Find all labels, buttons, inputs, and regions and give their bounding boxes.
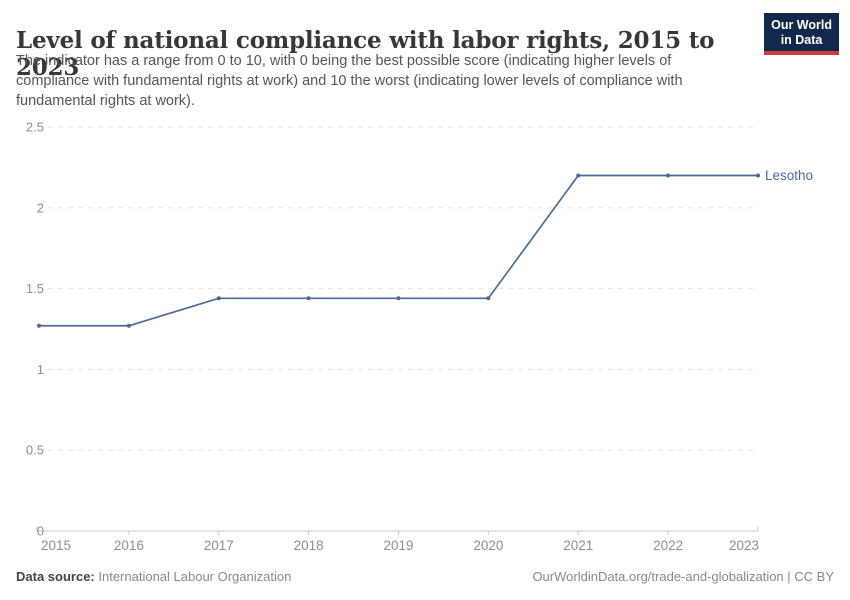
subtitle-line: compliance with fundamental rights at wo… — [16, 73, 683, 89]
x-axis-tick-label: 2023 — [729, 538, 759, 553]
chart-subtitle: The indicator has a range from 0 to 10, … — [16, 51, 726, 111]
y-axis-tick-label: 0.5 — [26, 443, 44, 458]
data-source-value: International Labour Organization — [94, 569, 292, 584]
data-point[interactable] — [37, 323, 41, 328]
owid-logo-line1: Our World — [771, 18, 832, 32]
data-point[interactable] — [216, 296, 221, 301]
x-axis-tick-label: 2015 — [41, 538, 71, 553]
page-title: Level of national compliance with labor … — [16, 27, 715, 82]
data-point[interactable] — [576, 173, 581, 178]
y-axis-tick-label: 1 — [37, 362, 44, 377]
x-axis-tick-label: 2020 — [473, 538, 503, 553]
data-point[interactable] — [756, 173, 760, 178]
data-point[interactable] — [126, 323, 131, 328]
data-source-label: Data source: — [16, 569, 95, 584]
subtitle-line: The indicator has a range from 0 to 10, … — [16, 53, 672, 69]
credit-line: OurWorldinData.org/trade-and-globalizati… — [532, 569, 834, 584]
data-point[interactable] — [486, 296, 491, 301]
series-end-label[interactable]: Lesotho — [765, 168, 813, 183]
x-axis-tick-label: 2016 — [114, 538, 144, 553]
series-line[interactable] — [38, 174, 759, 327]
x-axis-tick-label: 2019 — [383, 538, 413, 553]
subtitle-line: fundamental rights at work). — [16, 93, 195, 109]
x-axis-tick-label: 2022 — [653, 538, 683, 553]
data-point[interactable] — [306, 296, 311, 301]
x-axis-tick-label: 2021 — [563, 538, 593, 553]
owid-logo[interactable]: Our World in Data — [764, 13, 839, 55]
y-axis-tick-label: 2 — [37, 200, 44, 215]
data-point[interactable] — [396, 296, 401, 301]
x-axis-tick-label: 2018 — [294, 538, 324, 553]
x-axis-tick-label: 2017 — [204, 538, 234, 553]
data-source: Data source: International Labour Organi… — [16, 569, 291, 584]
y-axis-tick-label: 0 — [37, 524, 44, 539]
y-axis-tick-label: 2.5 — [26, 120, 44, 135]
y-axis-tick-label: 1.5 — [26, 281, 44, 296]
owid-logo-line2: in Data — [780, 32, 823, 47]
data-point[interactable] — [666, 173, 671, 178]
